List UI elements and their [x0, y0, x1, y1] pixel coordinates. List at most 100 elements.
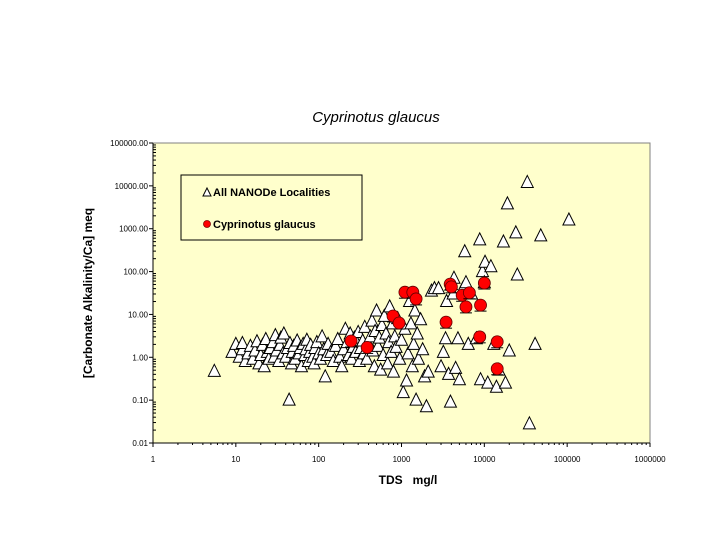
legend: All NANODe Localities Cyprinotus glaucus [180, 174, 363, 241]
data-point-triangle [389, 339, 403, 353]
series-all-localities [207, 174, 576, 430]
x-tick-label: 100000 [554, 455, 581, 464]
y-tick-label: 0.10 [132, 396, 148, 405]
data-point-triangle [478, 254, 492, 268]
data-point-triangle [387, 328, 402, 343]
data-point-triangle [394, 332, 409, 346]
data-point-triangle [235, 335, 250, 349]
data-point-triangle [419, 398, 434, 413]
data-point-circle [444, 280, 458, 294]
data-point-triangle [371, 338, 385, 352]
data-point-triangle [399, 372, 414, 387]
data-point-triangle [473, 371, 488, 386]
data-point-triangle [484, 258, 498, 273]
data-point-triangle [411, 351, 426, 365]
x-tick-label: 100 [312, 455, 326, 464]
data-point-triangle [489, 379, 504, 393]
data-point-triangle [434, 358, 448, 373]
data-point-triangle [375, 317, 389, 332]
data-point-triangle [502, 342, 517, 357]
data-point-triangle [520, 174, 535, 188]
series-cyprinotus-glaucus [344, 276, 504, 376]
data-point-triangle [443, 393, 458, 408]
data-point-triangle [282, 392, 296, 406]
data-point-circle [344, 334, 358, 348]
data-point-triangle [405, 358, 420, 373]
data-point-triangle [457, 243, 472, 258]
data-point-triangle [380, 355, 395, 370]
data-point-triangle [330, 331, 345, 346]
data-point-circle [477, 276, 491, 290]
x-tick-label: 1000 [393, 455, 411, 464]
data-point-triangle [480, 374, 495, 389]
data-point-triangle [533, 227, 548, 242]
data-point-triangle [225, 344, 239, 358]
data-point-circle [459, 300, 473, 314]
y-tick-label: 100000.00 [110, 139, 148, 148]
data-point-circle [360, 341, 374, 354]
data-point-triangle [334, 358, 349, 373]
y-axis-title: [Carbonate Alkalinity/Ca] meq [81, 208, 95, 378]
data-point-triangle [328, 338, 343, 352]
data-point-triangle [439, 293, 454, 308]
data-point-triangle [413, 311, 428, 326]
data-point-circle [409, 292, 423, 306]
data-point-triangle [452, 371, 467, 386]
data-point-triangle [448, 360, 463, 374]
data-point-triangle [562, 211, 576, 226]
data-point-triangle [436, 344, 451, 358]
chart-title: Cyprinotus glaucus [312, 109, 440, 126]
legend-label-cyprinotus: Cyprinotus glaucus [213, 219, 316, 231]
data-point-circle [462, 286, 476, 300]
data-point-triangle [408, 302, 422, 317]
data-point-triangle [431, 280, 446, 295]
data-point-triangle [509, 224, 523, 239]
data-point-triangle [500, 195, 515, 210]
data-point-triangle [410, 325, 425, 340]
y-tick-label: 1000.00 [119, 225, 148, 234]
y-tick-label: 0.01 [132, 439, 148, 448]
data-point-circle [392, 316, 406, 330]
data-point-triangle [528, 336, 542, 350]
data-point-triangle [315, 328, 329, 343]
data-point-triangle [257, 358, 272, 373]
data-point-triangle [365, 312, 379, 327]
data-point-triangle [396, 384, 411, 399]
x-axis-title: TDS mg/l [379, 473, 438, 487]
data-point-triangle [318, 368, 333, 383]
data-point-triangle [386, 364, 401, 378]
legend-circle-icon [203, 220, 211, 228]
x-tick-label: 1000000 [634, 455, 666, 464]
data-point-triangle [421, 364, 435, 378]
data-point-circle [439, 315, 453, 329]
data-point-circle [473, 330, 487, 344]
x-tick-label: 10 [231, 455, 240, 464]
data-point-triangle [415, 341, 430, 356]
data-point-triangle [404, 315, 418, 330]
data-point-triangle [438, 330, 453, 345]
data-point-triangle [369, 302, 384, 317]
data-point-triangle [359, 351, 374, 365]
data-point-triangle [344, 351, 359, 365]
data-point-circle [474, 298, 487, 312]
x-tick-label: 1 [151, 455, 156, 464]
data-point-triangle [258, 331, 273, 346]
data-point-circle [490, 335, 504, 349]
y-tick-label: 10.00 [128, 310, 149, 319]
data-point-triangle [522, 415, 537, 430]
data-point-triangle [277, 325, 291, 340]
data-point-triangle [472, 231, 487, 246]
data-point-triangle [207, 363, 222, 377]
y-tick-label: 10000.00 [115, 182, 149, 191]
data-point-triangle [409, 392, 423, 406]
y-tick-label: 100.00 [124, 268, 149, 277]
data-point-triangle [510, 266, 525, 281]
legend-box [180, 174, 363, 241]
data-point-triangle [496, 233, 511, 248]
y-tick-label: 1.00 [132, 353, 148, 362]
x-tick-label: 10000 [473, 455, 496, 464]
legend-triangle-icon [202, 186, 212, 197]
data-point-triangle [451, 330, 465, 345]
legend-label-all: All NANODe Localities [213, 187, 330, 199]
